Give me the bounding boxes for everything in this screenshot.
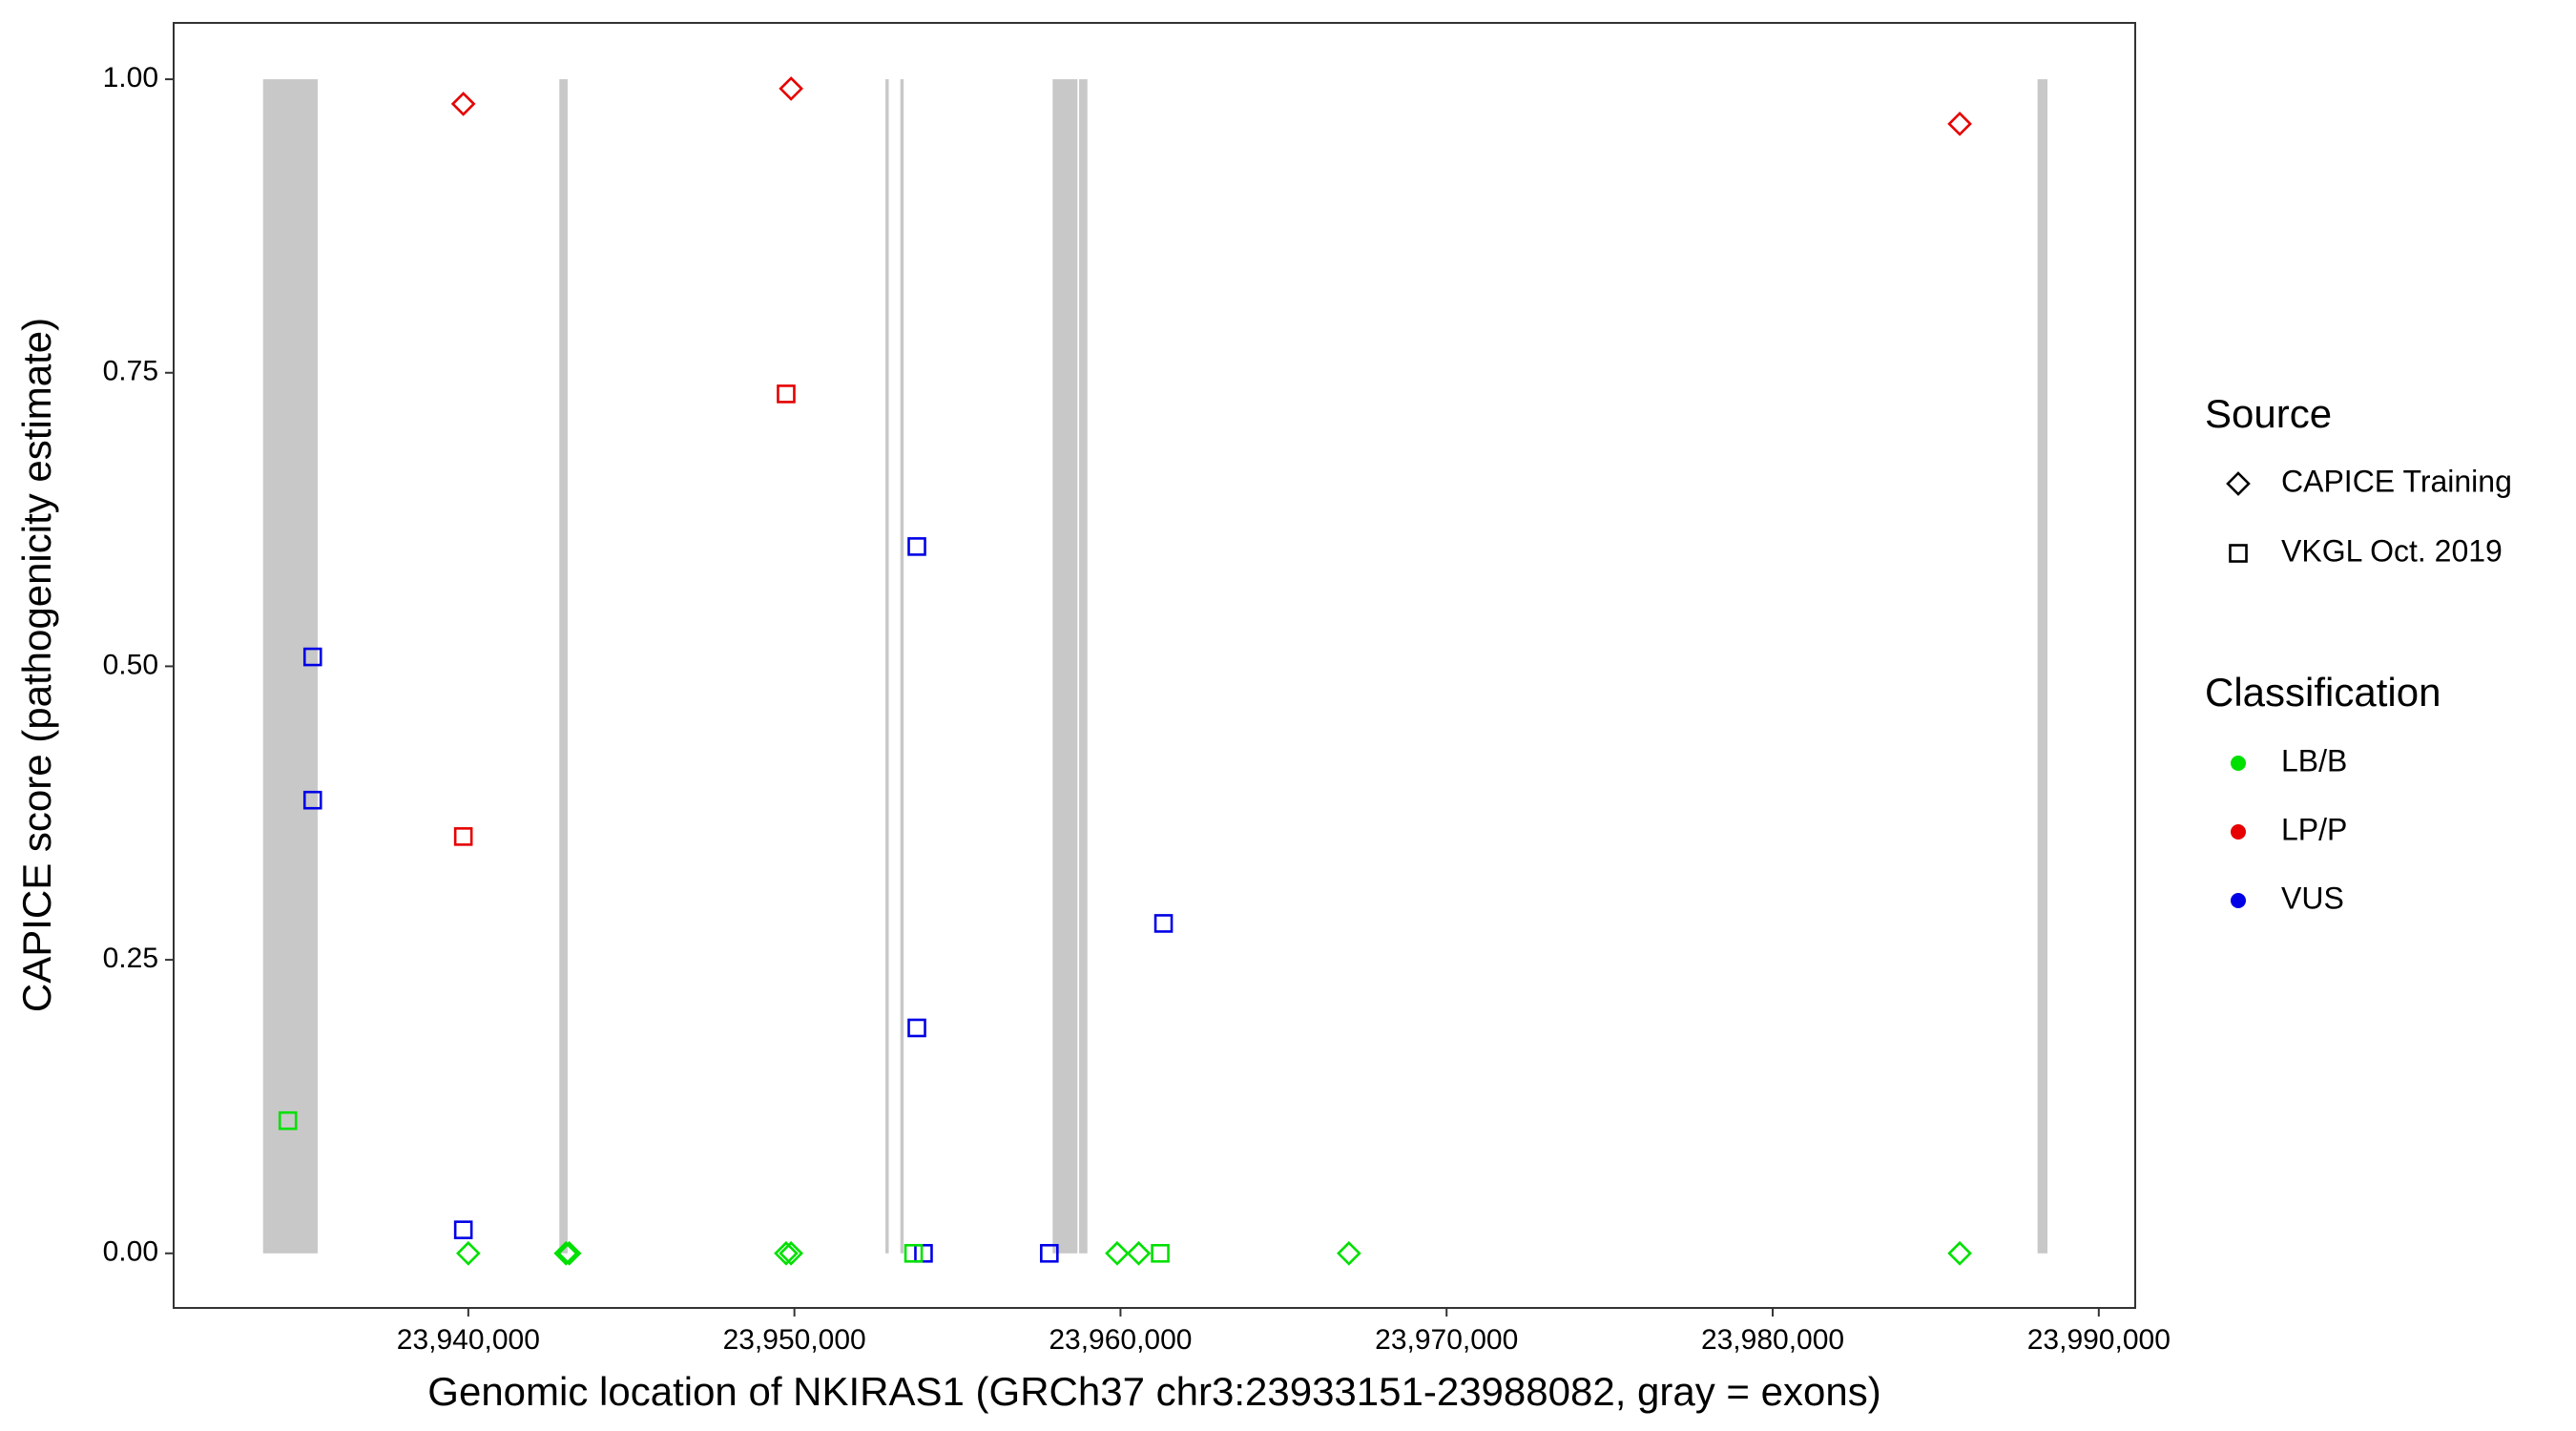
point bbox=[1153, 914, 1174, 933]
point bbox=[1126, 1240, 1152, 1266]
y-tick-label: 1.00 bbox=[103, 62, 158, 93]
point bbox=[556, 1240, 582, 1266]
x-tick-label: 23,980,000 bbox=[1701, 1324, 1844, 1356]
exon bbox=[262, 79, 318, 1254]
y-tick-label: 0.00 bbox=[103, 1236, 158, 1268]
legend-symbol bbox=[2226, 471, 2251, 496]
point bbox=[1337, 1240, 1361, 1266]
exon bbox=[1079, 79, 1088, 1254]
legend-label: CAPICE Training bbox=[2281, 464, 2512, 498]
legend-label: LP/P bbox=[2281, 812, 2347, 846]
legend-label: VKGL Oct. 2019 bbox=[2281, 533, 2503, 568]
legend-title: Classification bbox=[2205, 670, 2441, 715]
point bbox=[302, 790, 322, 810]
x-tick-label: 23,950,000 bbox=[723, 1324, 866, 1356]
x-tick-label: 23,990,000 bbox=[2027, 1324, 2171, 1356]
legend-label: LB/B bbox=[2281, 743, 2347, 778]
legend-label: VUS bbox=[2281, 881, 2344, 915]
exon bbox=[559, 79, 568, 1254]
legend-symbol bbox=[2231, 893, 2246, 908]
point bbox=[453, 827, 473, 846]
exon bbox=[2037, 79, 2048, 1254]
point bbox=[1105, 1240, 1130, 1266]
point bbox=[302, 647, 322, 667]
point bbox=[907, 1018, 926, 1038]
point bbox=[904, 1243, 924, 1263]
point bbox=[774, 1240, 799, 1266]
y-tick-label: 0.50 bbox=[103, 649, 158, 680]
point bbox=[777, 384, 796, 404]
legend-title: Source bbox=[2205, 391, 2332, 436]
y-axis-title: CAPICE score (pathogenicity estimate) bbox=[14, 318, 59, 1012]
x-axis-title: Genomic location of NKIRAS1 (GRCh37 chr3… bbox=[427, 1369, 1880, 1414]
exon bbox=[900, 79, 904, 1254]
y-tick-label: 0.25 bbox=[103, 943, 158, 974]
x-tick-label: 23,940,000 bbox=[397, 1324, 540, 1356]
point bbox=[1040, 1243, 1059, 1263]
exon bbox=[885, 79, 889, 1254]
y-tick-label: 0.75 bbox=[103, 356, 158, 387]
panel-border bbox=[173, 22, 2136, 1309]
point bbox=[450, 92, 476, 116]
point bbox=[1151, 1243, 1170, 1263]
legend-symbol bbox=[2229, 544, 2248, 563]
exon bbox=[1052, 79, 1078, 1254]
point bbox=[914, 1243, 933, 1263]
point bbox=[1947, 1240, 1972, 1266]
point bbox=[779, 1240, 803, 1266]
point bbox=[1947, 112, 1972, 136]
point bbox=[907, 537, 926, 556]
legend-symbol bbox=[2231, 756, 2246, 771]
point bbox=[453, 1220, 473, 1239]
x-tick-label: 23,960,000 bbox=[1049, 1324, 1192, 1356]
point bbox=[779, 76, 803, 101]
legend-symbol bbox=[2231, 824, 2246, 840]
point bbox=[553, 1240, 579, 1266]
x-tick-label: 23,970,000 bbox=[1375, 1324, 1518, 1356]
point bbox=[456, 1240, 481, 1266]
point bbox=[278, 1110, 298, 1130]
